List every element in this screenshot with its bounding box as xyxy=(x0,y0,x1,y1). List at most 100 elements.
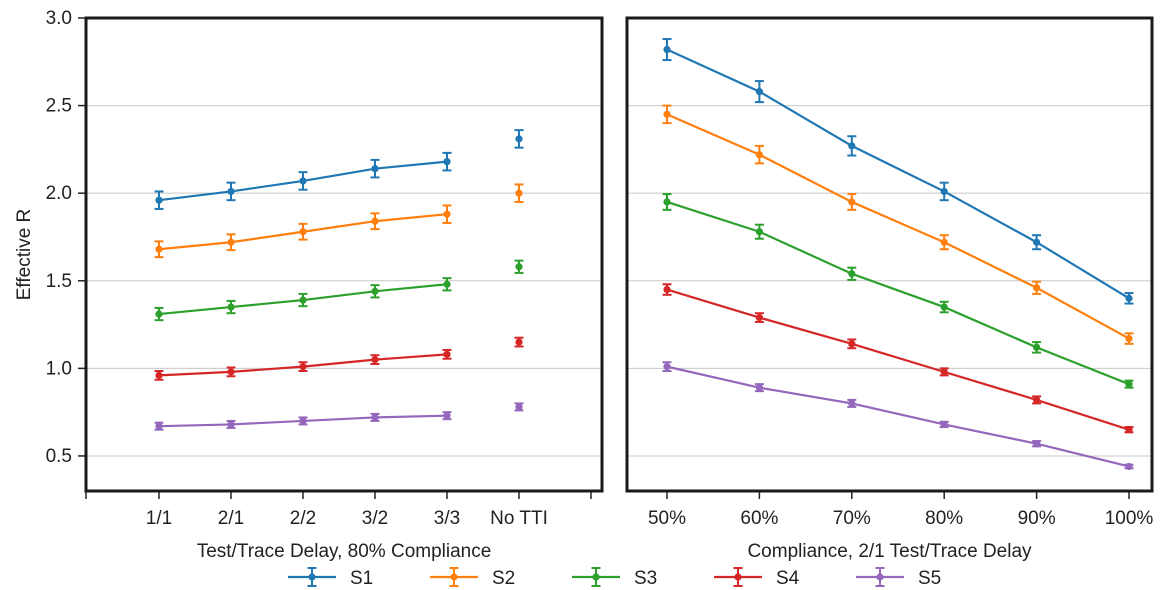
data-point-s2 xyxy=(940,238,948,246)
legend-label: S4 xyxy=(776,568,800,589)
data-point-s1 xyxy=(1033,238,1041,246)
data-point-s5 xyxy=(940,420,948,429)
legend-marker xyxy=(592,573,600,581)
legend-item-s5: S5 xyxy=(856,567,941,589)
left-panel: 0.5 1.0 1.5 2.0 2.5 3.0 1/1 2/1 2/2 3/2 3/3 No TTI… xyxy=(14,8,604,562)
data-point-s4 xyxy=(1033,396,1041,404)
data-point-s2 xyxy=(663,110,671,118)
data-point-s2 xyxy=(1125,334,1133,343)
data-point-s4 xyxy=(755,313,764,322)
data-point-s5 xyxy=(371,413,379,422)
data-point-s2 xyxy=(155,245,163,253)
legend-item-s3: S3 xyxy=(572,567,657,589)
left-plot-frame xyxy=(84,16,604,493)
data-point-s2 xyxy=(1033,284,1041,292)
data-point-s3 xyxy=(371,287,379,295)
data-point-s3 xyxy=(940,303,948,311)
data-point-s2 xyxy=(515,189,523,197)
data-point-s5 xyxy=(299,417,307,425)
x-tick-label: 80% xyxy=(925,508,963,529)
data-point-s1 xyxy=(848,142,856,150)
data-point-s3 xyxy=(299,296,307,304)
data-point-s5 xyxy=(515,403,523,411)
data-point-s4 xyxy=(443,350,451,358)
data-point-s3 xyxy=(515,263,523,271)
legend: S1 S2 S3 S4 S5 xyxy=(288,567,941,589)
series-line-s4 xyxy=(666,288,1130,431)
data-point-s1 xyxy=(371,165,379,173)
x-tick-label: 2/2 xyxy=(290,508,316,529)
left-plot-marks xyxy=(154,129,524,431)
x-tick-label: 2/1 xyxy=(218,508,244,529)
data-point-s5 xyxy=(663,363,671,371)
y-tick-label: 2.0 xyxy=(46,183,72,204)
data-point-s4 xyxy=(227,368,235,376)
x-tick-label: 70% xyxy=(833,508,871,529)
legend-label: S3 xyxy=(634,568,657,589)
data-point-s4 xyxy=(663,285,671,294)
data-point-s5 xyxy=(155,422,163,430)
data-point-s5 xyxy=(443,412,451,420)
right-x-axis-label: Compliance, 2/1 Test/Trace Delay xyxy=(747,541,1032,562)
legend-marker xyxy=(450,573,458,581)
x-tick-label: 3/3 xyxy=(434,508,460,529)
data-point-s2 xyxy=(755,151,764,159)
data-point-s3 xyxy=(227,303,235,311)
data-point-s3 xyxy=(755,228,764,236)
data-point-s3 xyxy=(1033,343,1041,351)
series-line-s3 xyxy=(666,200,1130,386)
data-point-s1 xyxy=(1125,294,1133,302)
y-tick-label: 0.5 xyxy=(46,446,72,467)
x-tick-label: 50% xyxy=(648,508,686,529)
x-tick-label: 60% xyxy=(740,508,778,529)
legend-label: S1 xyxy=(350,568,373,589)
left-x-axis-label: Test/Trace Delay, 80% Compliance xyxy=(197,541,492,562)
x-tick-label: 3/2 xyxy=(362,508,388,529)
legend-item-s2: S2 xyxy=(430,567,515,589)
data-point-s5 xyxy=(848,399,856,408)
x-tick-label: 1/1 xyxy=(146,508,172,529)
data-point-s1 xyxy=(155,196,163,204)
left-gridlines xyxy=(86,105,602,457)
data-point-s3 xyxy=(848,270,856,278)
left-y-ticks: 0.5 1.0 1.5 2.0 2.5 3.0 xyxy=(46,8,86,467)
legend-item-s4: S4 xyxy=(714,567,800,589)
data-point-s1 xyxy=(755,87,764,96)
data-point-s4 xyxy=(299,363,307,371)
data-point-s1 xyxy=(227,187,235,196)
data-point-s3 xyxy=(1125,380,1133,388)
legend-label: S5 xyxy=(918,568,941,589)
data-point-s3 xyxy=(663,198,671,206)
right-plot-marks xyxy=(662,38,1134,471)
series-line-s5 xyxy=(666,365,1130,468)
data-point-s1 xyxy=(663,45,671,54)
data-point-s2 xyxy=(299,228,307,236)
right-panel: 50% 60% 70% 80% 90% 100% Compliance, 2/1 Test… xyxy=(625,16,1154,562)
data-point-s4 xyxy=(1125,426,1133,434)
x-tick-label: No TTI xyxy=(490,508,548,529)
data-point-s4 xyxy=(515,338,523,346)
right-gridlines xyxy=(627,105,1152,457)
right-plot-frame xyxy=(625,16,1154,493)
data-point-s3 xyxy=(443,280,451,288)
data-point-s2 xyxy=(227,238,235,246)
data-point-s5 xyxy=(1033,440,1041,448)
x-tick-label: 100% xyxy=(1105,508,1154,529)
data-point-s4 xyxy=(155,371,163,379)
data-point-s4 xyxy=(371,356,379,364)
legend-marker xyxy=(876,573,884,581)
y-tick-label: 3.0 xyxy=(46,8,72,29)
y-tick-label: 1.0 xyxy=(46,358,72,379)
data-point-s1 xyxy=(940,187,948,196)
y-axis-label: Effective R xyxy=(14,209,35,301)
data-point-s3 xyxy=(155,310,163,318)
data-point-s4 xyxy=(940,368,948,376)
data-point-s5 xyxy=(755,384,764,392)
y-tick-label: 1.5 xyxy=(46,271,72,292)
data-point-s4 xyxy=(848,340,856,348)
y-tick-label: 2.5 xyxy=(46,96,72,117)
x-tick-label: 90% xyxy=(1018,508,1056,529)
data-point-s2 xyxy=(371,217,379,225)
series-line-s1 xyxy=(666,48,1130,300)
